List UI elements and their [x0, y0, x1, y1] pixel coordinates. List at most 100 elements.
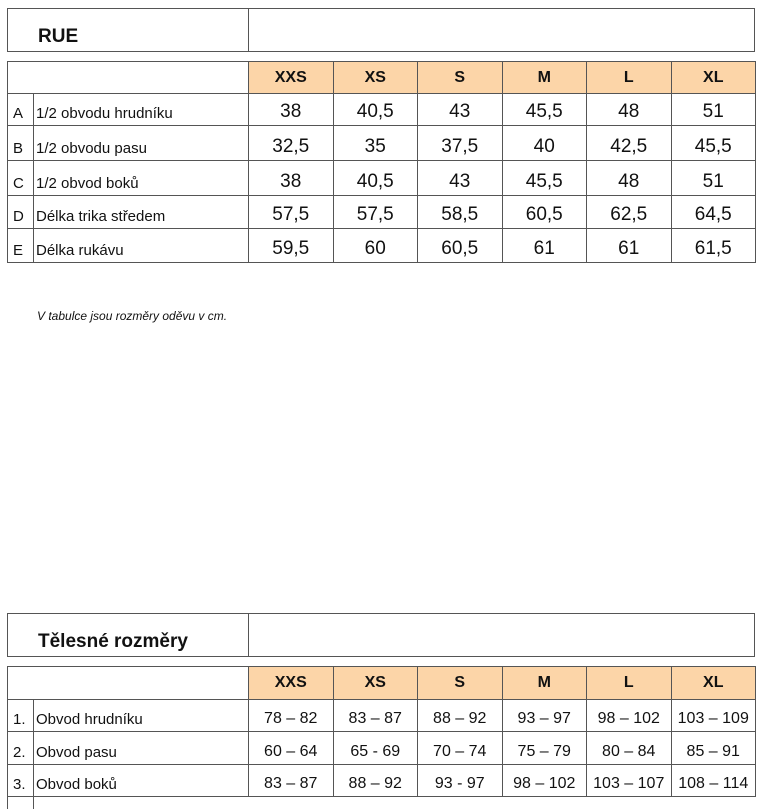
table-cell: 61: [586, 228, 672, 263]
size-header: XL: [670, 666, 756, 700]
size-header: XXS: [248, 61, 334, 94]
size-header: L: [586, 666, 672, 700]
table-cell: 40: [501, 125, 587, 161]
body-size-table: XXS XS S M L XL 1. Obvod hrudníku 78 – 82 83 – 87…: [7, 666, 756, 809]
table-cell: 60,5: [501, 195, 587, 229]
divider: [248, 9, 249, 51]
table-row: D Délka trika středem 57,5 57,5 58,5 60,5 62,5…: [7, 195, 756, 229]
size-header: L: [586, 61, 672, 94]
table-row: B 1/2 obvodu pasu 32,5 35 37,5 40 42,5 45,5: [7, 125, 756, 161]
table-cell: 57,5: [332, 195, 418, 229]
table-cell: 42,5: [586, 125, 672, 161]
row-label: Obvod hrudníku: [33, 699, 249, 732]
table-cell: 98 – 102: [586, 699, 672, 732]
table-cell: 85 – 91: [670, 731, 756, 765]
size-header: XS: [332, 61, 418, 94]
size-header: M: [501, 666, 587, 700]
body-table-title-row: Tělesné rozměry: [7, 613, 755, 657]
table-cell: 57,5: [248, 195, 334, 229]
size-header-row: XXS XS S M L XL: [7, 61, 756, 94]
size-header: XXS: [248, 666, 334, 700]
table-cell: 65 - 69: [332, 731, 418, 765]
table-cell: 35: [332, 125, 418, 161]
table-cell: 60: [332, 228, 418, 263]
table-cell: 40,5: [332, 160, 418, 196]
table-cell: 64,5: [670, 195, 756, 229]
table-cell: 88 – 92: [417, 699, 503, 732]
row-label: Obvod boků: [33, 764, 249, 797]
table-row: A 1/2 obvodu hrudníku 38 40,5 43 45,5 48 51: [7, 93, 756, 126]
row-label: Délka rukávu: [33, 228, 249, 263]
table-cell: 61: [501, 228, 587, 263]
table-cell: 32,5: [248, 125, 334, 161]
blank-cell: [33, 796, 756, 809]
table-cell: 103 – 107: [586, 764, 672, 797]
table-cell: 43: [417, 93, 503, 126]
table-cell: 51: [670, 93, 756, 126]
units-note: V tabulce jsou rozměry oděvu v cm.: [37, 309, 228, 323]
body-table-title: Tělesné rozměry: [38, 631, 188, 652]
divider: [248, 614, 249, 656]
table-cell: 43: [417, 160, 503, 196]
row-label: 1/2 obvodu hrudníku: [33, 93, 249, 126]
size-header-row: XXS XS S M L XL: [7, 666, 756, 700]
table-cell: 48: [586, 160, 672, 196]
table-cell: 70 – 74: [417, 731, 503, 765]
table-cell: 40,5: [332, 93, 418, 126]
empty-header-cell: [7, 666, 249, 700]
size-header: M: [501, 61, 587, 94]
table-row: 1. Obvod hrudníku 78 – 82 83 – 87 88 – 92 93 …: [7, 699, 756, 732]
table-cell: 80 – 84: [586, 731, 672, 765]
size-header: XS: [332, 666, 418, 700]
row-label: Délka trika středem: [33, 195, 249, 229]
table-row: E Délka rukávu 59,5 60 60,5 61 61 61,5: [7, 228, 756, 263]
size-header: XL: [670, 61, 756, 94]
size-header: S: [417, 61, 503, 94]
row-letter: 3.: [7, 764, 34, 797]
table-cell: 45,5: [501, 93, 587, 126]
table-cell: 60,5: [417, 228, 503, 263]
table-cell: 45,5: [501, 160, 587, 196]
row-letter: 2.: [7, 731, 34, 765]
row-letter: C: [7, 160, 34, 196]
table-cell: 88 – 92: [332, 764, 418, 797]
garment-table-title: RUE: [38, 26, 79, 47]
blank-cell: [7, 796, 34, 809]
row-label: 1/2 obvod boků: [33, 160, 249, 196]
table-cell: 93 - 97: [417, 764, 503, 797]
table-cell: 60 – 64: [248, 731, 334, 765]
table-cell: 83 – 87: [332, 699, 418, 732]
blank-row: [7, 796, 756, 809]
table-cell: 61,5: [670, 228, 756, 263]
table-cell: 62,5: [586, 195, 672, 229]
table-cell: 108 – 114: [670, 764, 756, 797]
row-letter: A: [7, 93, 34, 126]
table-cell: 93 – 97: [501, 699, 587, 732]
table-cell: 45,5: [670, 125, 756, 161]
table-cell: 58,5: [417, 195, 503, 229]
table-cell: 51: [670, 160, 756, 196]
row-letter: B: [7, 125, 34, 161]
table-cell: 59,5: [248, 228, 334, 263]
table-cell: 38: [248, 93, 334, 126]
table-cell: 103 – 109: [670, 699, 756, 732]
table-cell: 78 – 82: [248, 699, 334, 732]
table-cell: 37,5: [417, 125, 503, 161]
table-cell: 75 – 79: [501, 731, 587, 765]
table-row: 2. Obvod pasu 60 – 64 65 - 69 70 – 74 75 – 79…: [7, 731, 756, 765]
empty-header-cell: [7, 61, 249, 94]
row-letter: D: [7, 195, 34, 229]
table-row: 3. Obvod boků 83 – 87 88 – 92 93 - 97 98 – 10…: [7, 764, 756, 797]
row-label: Obvod pasu: [33, 731, 249, 765]
table-row: C 1/2 obvod boků 38 40,5 43 45,5 48 51: [7, 160, 756, 196]
row-letter: 1.: [7, 699, 34, 732]
table-cell: 48: [586, 93, 672, 126]
size-header: S: [417, 666, 503, 700]
table-cell: 98 – 102: [501, 764, 587, 797]
table-cell: 38: [248, 160, 334, 196]
garment-table-title-row: RUE: [7, 8, 755, 52]
garment-size-table: XXS XS S M L XL A 1/2 obvodu hrudníku 38 40,5 43 45…: [7, 61, 756, 263]
row-letter: E: [7, 228, 34, 263]
row-label: 1/2 obvodu pasu: [33, 125, 249, 161]
table-cell: 83 – 87: [248, 764, 334, 797]
